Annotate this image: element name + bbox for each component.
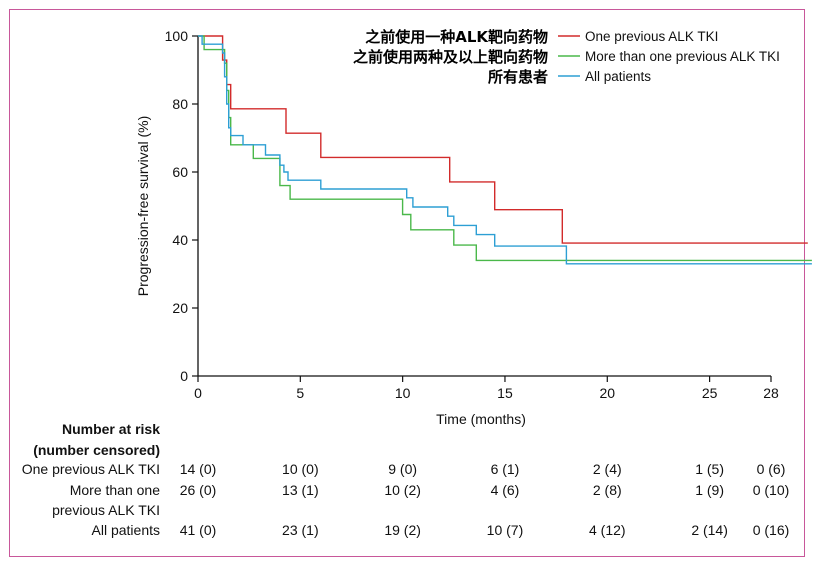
curve-all-patients xyxy=(198,35,812,265)
survival-curves xyxy=(198,35,812,265)
annotation-one-previous: 之前使用一种ALK靶向药物 xyxy=(365,28,548,46)
risk-cell: 0 (10) xyxy=(753,482,790,498)
risk-cell: 4 (6) xyxy=(491,482,520,498)
risk-cell: 0 (16) xyxy=(753,522,790,538)
risk-row-label-all-patients: All patients xyxy=(92,522,160,538)
y-axis-label: Progression-free survival (%) xyxy=(135,116,151,297)
x-tick-label: 25 xyxy=(702,385,718,401)
risk-row-label-more-than-one-line2: previous ALK TKI xyxy=(52,502,160,518)
risk-cell: 2 (14) xyxy=(691,522,728,538)
legend: One previous ALK TKI More than one previ… xyxy=(353,28,780,86)
y-tick-label: 0 xyxy=(180,368,188,384)
risk-cell: 10 (2) xyxy=(384,482,421,498)
y-ticks: 0 20 40 60 80 100 xyxy=(165,28,198,384)
y-tick-label: 80 xyxy=(172,96,188,112)
risk-cell: 0 (6) xyxy=(757,461,786,477)
legend-label-one-previous: One previous ALK TKI xyxy=(585,29,718,44)
risk-cell: 2 (4) xyxy=(593,461,622,477)
risk-cells: 14 (0) 10 (0) 9 (0) 6 (1) 2 (4) 1 (5) 0 (6) 26 … xyxy=(180,461,790,538)
risk-cell: 4 (12) xyxy=(589,522,626,538)
x-tick-label: 0 xyxy=(194,385,202,401)
x-tick-label: 20 xyxy=(599,385,615,401)
x-tick-label: 28 xyxy=(763,385,779,401)
legend-label-all-patients: All patients xyxy=(585,69,651,84)
risk-cell: 19 (2) xyxy=(384,522,421,538)
risk-cell: 1 (9) xyxy=(695,482,724,498)
legend-label-more-than-one: More than one previous ALK TKI xyxy=(585,49,780,64)
risk-cell: 6 (1) xyxy=(491,461,520,477)
x-tick-label: 15 xyxy=(497,385,513,401)
risk-cell: 26 (0) xyxy=(180,482,217,498)
figure-frame xyxy=(9,9,805,557)
curve-one-previous xyxy=(198,35,808,244)
x-tick-label: 5 xyxy=(296,385,304,401)
x-ticks: 0 5 10 15 20 25 28 xyxy=(194,376,779,401)
risk-row-label-one-previous: One previous ALK TKI xyxy=(22,461,160,477)
risk-cell: 1 (5) xyxy=(695,461,724,477)
y-tick-label: 20 xyxy=(172,300,188,316)
y-tick-label: 60 xyxy=(172,164,188,180)
risk-table: Number at risk (number censored) One pre… xyxy=(22,421,790,538)
annotation-more-than-one: 之前使用两种及以上靶向药物 xyxy=(353,48,548,66)
risk-row-label-more-than-one: More than one xyxy=(70,482,160,498)
risk-cell: 23 (1) xyxy=(282,522,319,538)
annotation-all-patients: 所有患者 xyxy=(488,68,548,86)
risk-cell: 10 (7) xyxy=(487,522,524,538)
risk-cell: 41 (0) xyxy=(180,522,217,538)
risk-table-header-line2: (number censored) xyxy=(33,442,160,458)
risk-cell: 9 (0) xyxy=(388,461,417,477)
y-tick-label: 100 xyxy=(165,28,189,44)
risk-cell: 10 (0) xyxy=(282,461,319,477)
risk-cell: 13 (1) xyxy=(282,482,319,498)
risk-cell: 14 (0) xyxy=(180,461,217,477)
x-tick-label: 10 xyxy=(395,385,411,401)
risk-cell: 2 (8) xyxy=(593,482,622,498)
x-axis-label: Time (months) xyxy=(436,411,526,427)
risk-table-header-line1: Number at risk xyxy=(62,421,160,437)
y-tick-label: 40 xyxy=(172,232,188,248)
